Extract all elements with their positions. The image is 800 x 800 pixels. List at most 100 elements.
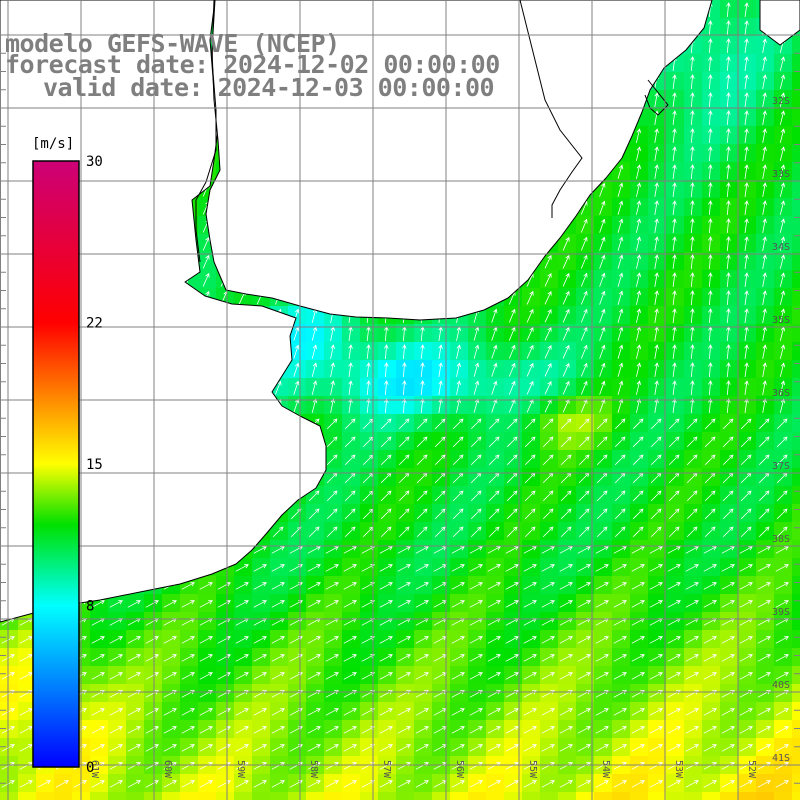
wind-speed-cell [576,306,595,325]
wind-arrow [708,272,713,288]
wind-arrow [744,362,749,377]
latitude-label: 35S [772,315,790,326]
wind-speed-cell [648,252,667,271]
wind-arrow [181,726,195,734]
wind-arrow [779,236,786,251]
wind-arrow [420,344,425,360]
wind-speed-cell [720,792,739,800]
wind-arrow [307,546,321,554]
wind-speed-cell [684,306,703,325]
wind-arrow [744,236,749,251]
wind-speed-cell [396,522,415,541]
wind-arrow [636,236,642,251]
wind-arrow [325,564,339,572]
wind-arrow [739,744,753,752]
wind-arrow [542,508,554,520]
longitude-label: 55W [527,760,538,779]
wind-speed-cell [486,468,505,487]
wind-arrow [672,272,677,287]
wind-arrow [559,636,573,644]
wind-speed-cell [720,342,739,361]
wind-arrow [451,654,465,662]
wind-arrow [654,218,659,233]
wind-arrow [469,600,483,608]
wind-arrow [721,672,735,680]
wind-arrow [343,744,357,752]
wind-speed-cell [540,306,559,325]
wind-arrow [762,380,767,395]
wind-arrow [438,362,443,377]
latitude-label: 41S [772,753,790,764]
wind-arrow [631,600,645,608]
wind-speed-cell [432,792,451,800]
wind-arrow [654,92,659,107]
wind-arrow [686,436,698,448]
wind-speed-cell [468,792,487,800]
wind-speed-cell [684,90,703,109]
wind-speed-cell [756,378,775,397]
wind-arrow [416,454,428,466]
wind-arrow [544,344,552,359]
wind-speed-cell [612,342,631,361]
wind-arrow [779,362,786,377]
wind-arrow [541,546,555,554]
wind-arrow [739,636,753,644]
wind-arrow [704,418,716,430]
wind-arrow [451,582,465,590]
wind-speed-cell [684,54,703,73]
wind-arrow [686,418,698,430]
wind-arrow [470,454,482,466]
wind-speed-cell [432,522,451,541]
wind-arrow [451,564,465,572]
wind-arrow [744,290,749,305]
wind-speed-cell [756,162,775,181]
wind-arrow [451,600,465,608]
latitude-label: 38S [772,534,790,545]
wind-arrow [739,582,753,590]
wind-speed-cell [522,288,541,307]
wind-arrow [690,362,695,378]
wind-speed-cell [558,432,577,451]
wind-speed-cell [702,54,721,73]
wind-arrow [726,20,731,36]
wind-speed-cell [270,522,289,541]
wind-arrow [326,526,338,538]
wind-arrow [541,780,555,788]
wind-speed-cell [576,522,595,541]
wind-speed-cell [486,432,505,451]
wind-speed-cell [450,522,469,541]
wind-speed-cell [702,36,721,55]
wind-arrow [379,708,393,716]
wind-arrow [595,546,609,554]
wind-arrow [311,344,318,359]
longitude-label: 60W [162,760,173,779]
wind-speed-cell [360,486,379,505]
colorbar-tick-label: 15 [86,457,103,473]
wind-arrow [163,654,177,662]
wind-arrow [181,780,195,788]
wind-arrow [650,526,662,538]
wind-speed-cell [774,342,793,361]
colorbar-gradient [32,160,80,768]
wind-speed-cell [684,270,703,289]
wind-arrow [758,490,770,502]
wind-arrow [523,744,537,752]
wind-arrow [452,418,464,430]
wind-arrow [343,582,357,590]
wind-speed-cell [774,54,793,73]
wind-arrow [672,110,677,125]
wind-speed-cell [774,504,793,523]
wind-arrow [488,490,500,502]
wind-speed-cell [792,270,800,289]
wind-arrow [506,436,518,448]
wind-arrow [690,56,695,72]
wind-arrow [326,508,338,520]
latitude-label: 33S [772,169,790,180]
wind-speed-cell [756,216,775,235]
wind-arrow [469,672,483,680]
wind-arrow [506,508,518,520]
wind-arrow [416,418,428,430]
wind-arrow [636,362,642,377]
wind-speed-cell [792,648,800,667]
wind-arrow [690,380,695,396]
